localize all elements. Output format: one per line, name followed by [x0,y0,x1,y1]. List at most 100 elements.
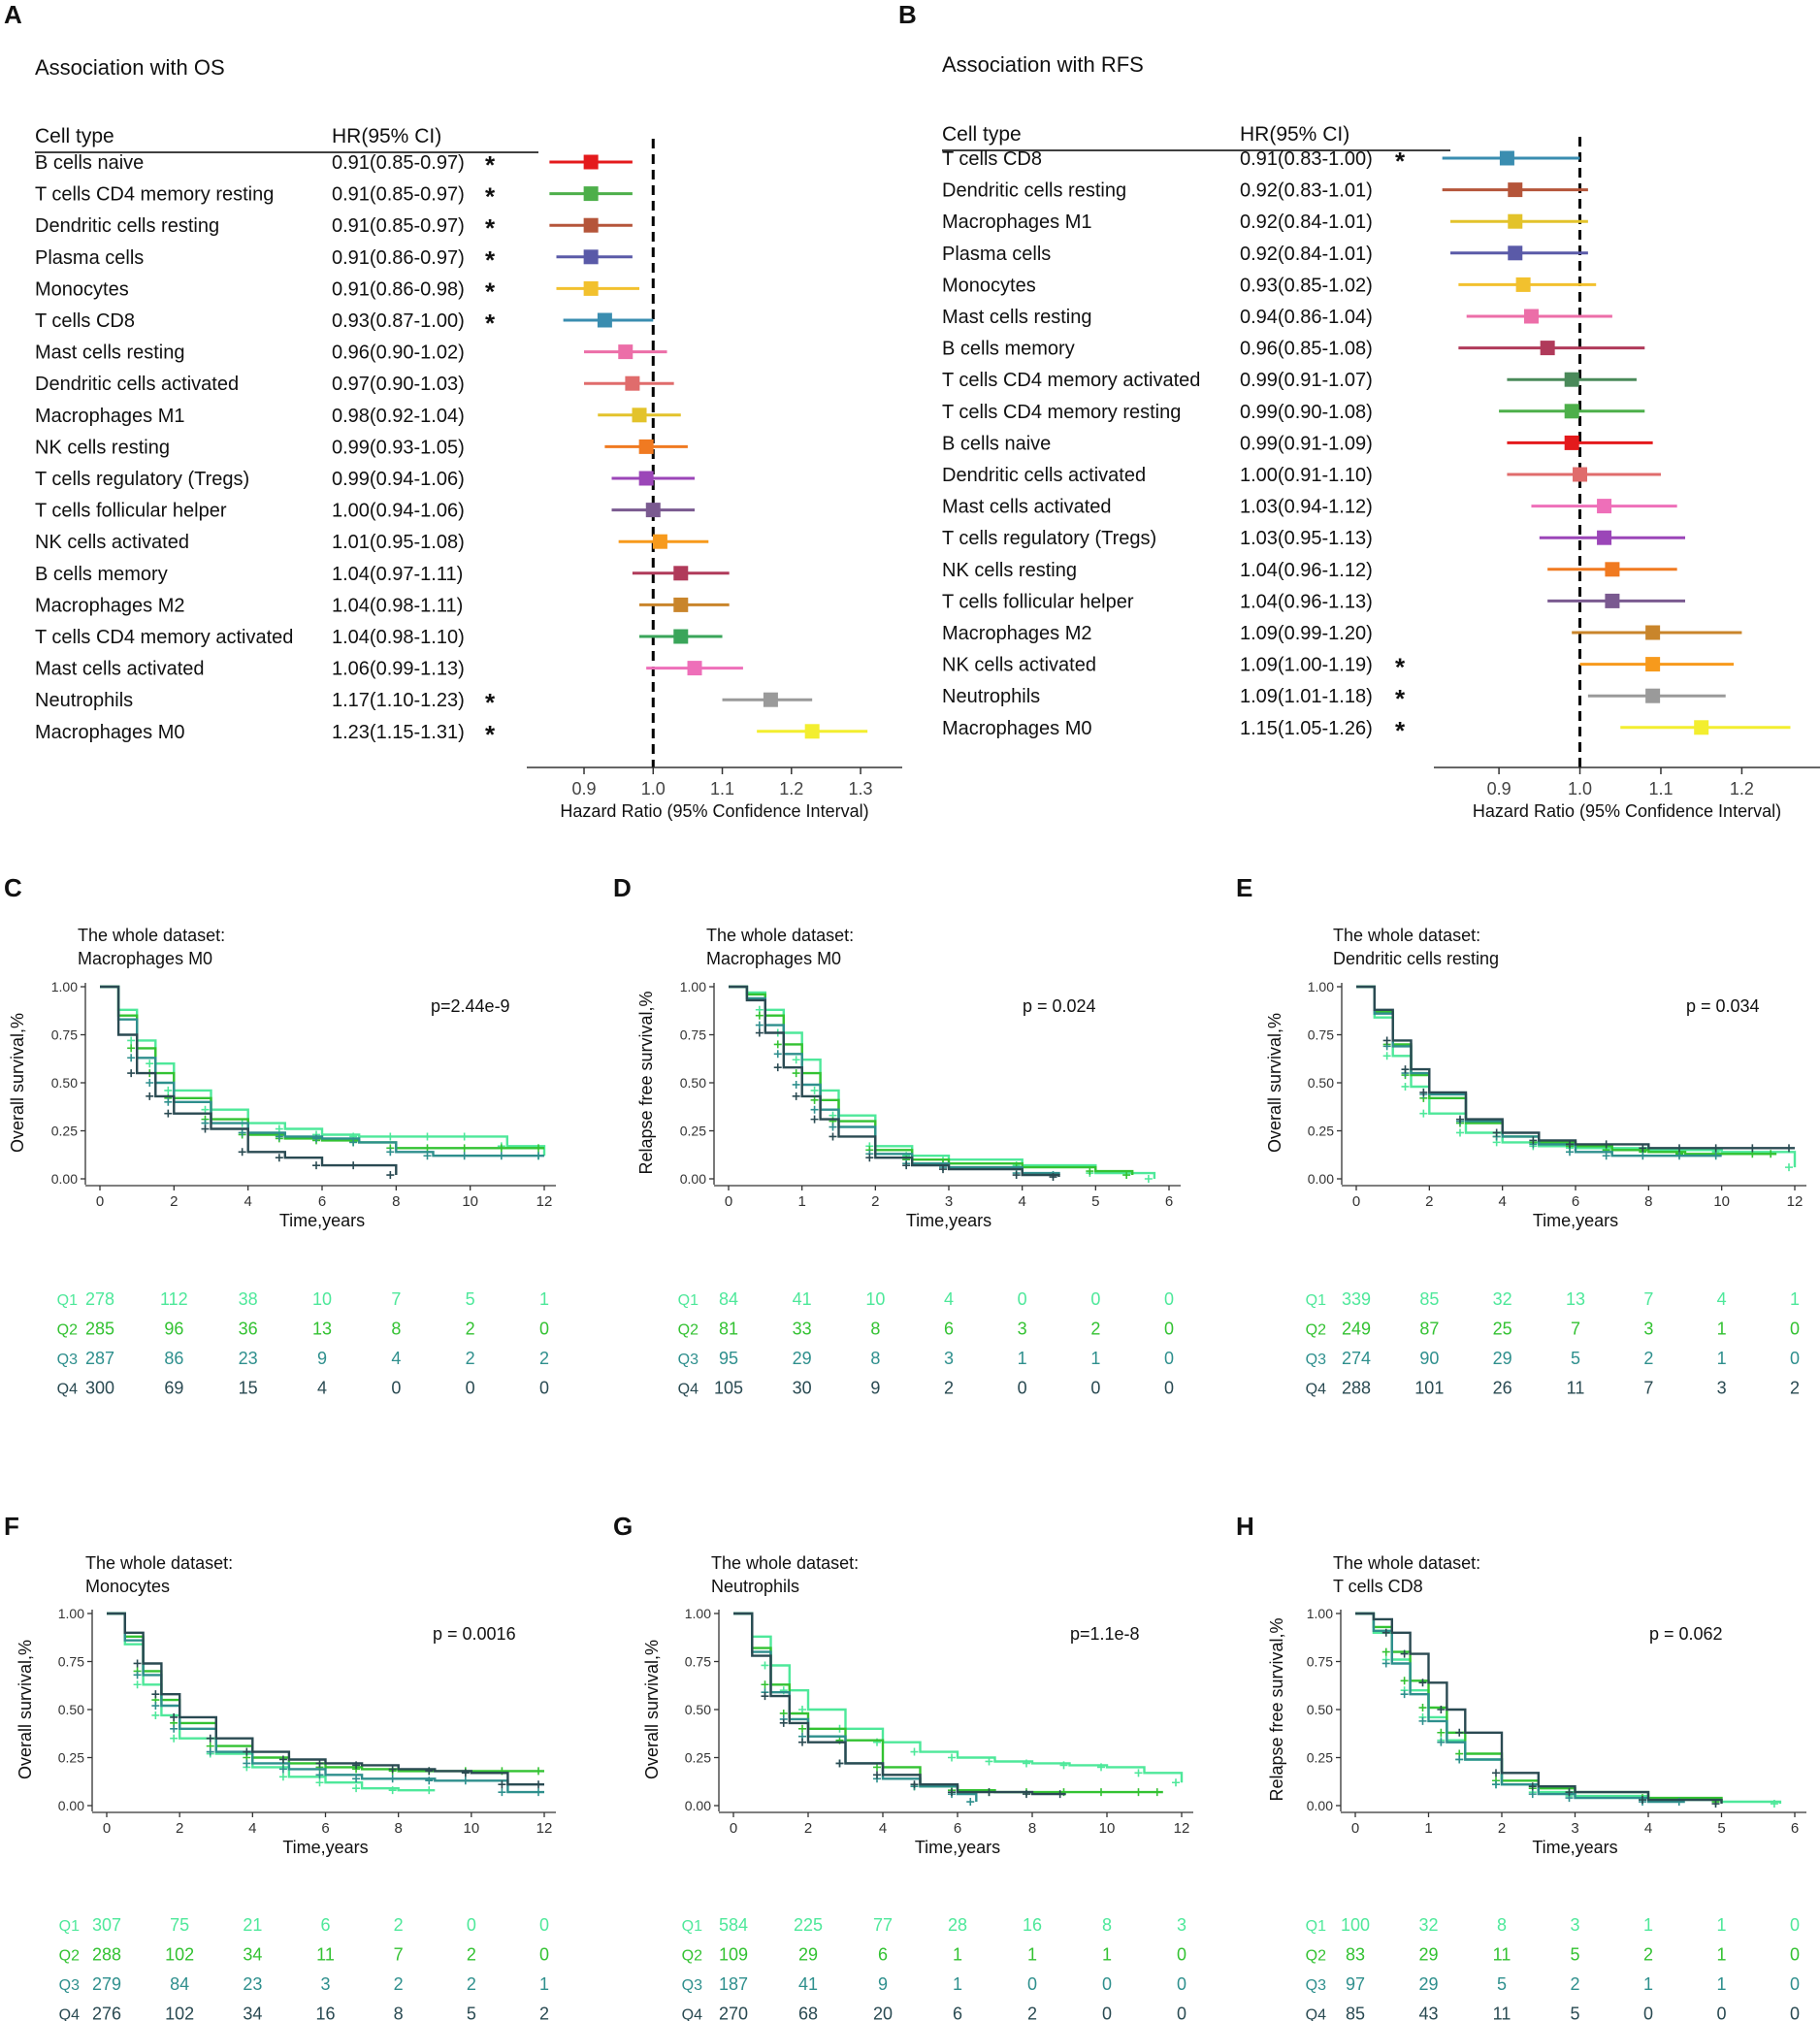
risk-table-count: 3 [1018,1320,1027,1339]
censor-mark [243,1747,251,1756]
row-cell-type: T cells CD4 memory resting [942,402,1181,423]
risk-table-count: 288 [92,1945,121,1965]
censor-mark [275,1154,283,1162]
risk-table-group: Q3 [678,1352,699,1368]
risk-table-count: 100 [1341,1915,1370,1935]
censor-mark [388,1765,397,1774]
y-tick-label: 0.25 [685,1750,711,1766]
censor-mark [238,1128,246,1137]
y-axis-title: Overall survival,% [1265,1013,1284,1153]
y-tick-label: 0.50 [51,1075,78,1091]
forest-row: NK cells activated 1.01(0.95-1.08) [35,532,709,553]
censor-mark [170,1724,179,1733]
risk-table-count: 29 [798,1945,818,1965]
risk-table-count: 15 [239,1379,258,1398]
risk-table-count: 0 [1177,2005,1186,2021]
censor-mark [170,1712,179,1721]
y-tick-label: 1.00 [1307,1606,1333,1621]
risk-table-count: 102 [165,1945,194,1965]
censor-mark [425,1767,434,1776]
risk-table-count: 0 [1790,1974,1800,1994]
row-cell-type: NK cells activated [35,532,189,553]
risk-table-count: 584 [719,1915,748,1935]
y-tick-label: 1.00 [1308,979,1334,994]
censor-mark [1418,1679,1427,1687]
p-value: p=1.1e-8 [1070,1624,1140,1644]
x-tick-label: 2 [804,1820,812,1837]
censor-mark [1602,1152,1610,1160]
censor-mark [1770,1800,1778,1809]
row-cell-type: Mast cells activated [942,497,1112,518]
risk-table-count: 7 [1571,1320,1580,1339]
censor-mark [773,1040,782,1049]
censor-mark [278,1765,287,1774]
hr-point [583,186,599,202]
censor-mark [1418,1704,1427,1712]
risk-table-count: 11 [1493,1945,1511,1965]
censor-mark [133,1659,142,1668]
row-cell-type: Macrophages M1 [35,406,185,427]
hr-point [1540,341,1555,356]
censor-mark [755,1028,764,1037]
risk-table-count: 279 [92,1974,121,1994]
risk-table-count: 2 [539,2005,549,2021]
p-value: p=2.44e-9 [431,996,510,1016]
censor-mark [1419,1088,1428,1096]
row-cell-type: B cells naive [35,152,144,174]
risk-table-count: 23 [243,1974,262,1994]
risk-table-count: 2 [1643,1945,1653,1965]
y-tick-label: 0.00 [58,1798,84,1813]
row-hr-ci: 0.92(0.83-1.01) [1240,180,1373,202]
risk-table-count: 6 [953,2005,962,2021]
row-cell-type: NK cells activated [942,655,1096,676]
censor-mark [948,1788,956,1797]
risk-table-count: 33 [793,1320,812,1339]
row-hr-ci: 1.04(0.98-1.11) [332,595,463,616]
risk-table-count: 10 [312,1289,332,1309]
row-cell-type: Dendritic cells resting [35,215,219,237]
censor-mark [966,1798,975,1807]
censor-mark [278,1755,287,1764]
censor-mark [1023,1790,1030,1799]
censor-mark [1455,1755,1464,1764]
risk-table-count: 102 [165,2005,194,2021]
row-hr-ci: 1.09(1.00-1.19) [1240,655,1373,676]
censor-mark [425,1786,434,1795]
risk-table-count: 3 [1570,1915,1579,1935]
row-cell-type: Dendritic cells activated [35,374,239,395]
risk-table-group: Q4 [1306,1382,1326,1398]
risk-table-count: 0 [1790,1349,1800,1368]
risk-table-count: 0 [1164,1349,1174,1368]
y-tick-label: 0.75 [680,1027,706,1043]
x-tick-label: 0 [96,1193,104,1210]
x-tick-label: 1.1 [1648,779,1673,799]
x-tick-label: 0.9 [571,779,596,799]
censor-mark [1134,1769,1143,1777]
x-tick-label: 4 [1644,1820,1652,1837]
censor-mark [127,1069,136,1078]
x-tick-label: 3 [1571,1820,1578,1837]
km-title-line2: Dendritic cells resting [1333,949,1499,968]
forest-row: T cells CD4 memory activated 0.99(0.91-1.… [942,370,1637,391]
p-value: p = 0.034 [1686,996,1760,1016]
risk-table-group: Q1 [1306,1918,1326,1935]
row-hr-ci: 0.91(0.85-0.97) [332,215,465,237]
censor-mark [755,1021,764,1029]
forest-row: Dendritic cells activated 0.97(0.90-1.03) [35,374,674,395]
censor-mark [278,1773,287,1781]
censor-mark [170,1734,179,1743]
censor-mark [1023,1759,1030,1768]
censor-mark [761,1680,769,1689]
row-hr-ci: 0.99(0.94-1.06) [332,469,465,490]
censor-mark [461,1769,470,1777]
censor-mark [1437,1728,1446,1737]
risk-table-count: 101 [1414,1379,1444,1398]
y-tick-label: 0.25 [58,1750,84,1766]
x-tick-label: 8 [1644,1193,1652,1210]
x-tick-label: 10 [1713,1193,1730,1210]
risk-table-count: 0 [1790,2005,1800,2021]
row-hr-ci: 1.01(0.95-1.08) [332,532,465,553]
risk-table-count: 83 [1346,1945,1365,1965]
row-cell-type: Plasma cells [35,247,144,269]
row-hr-ci: 1.04(0.96-1.12) [1240,560,1373,581]
